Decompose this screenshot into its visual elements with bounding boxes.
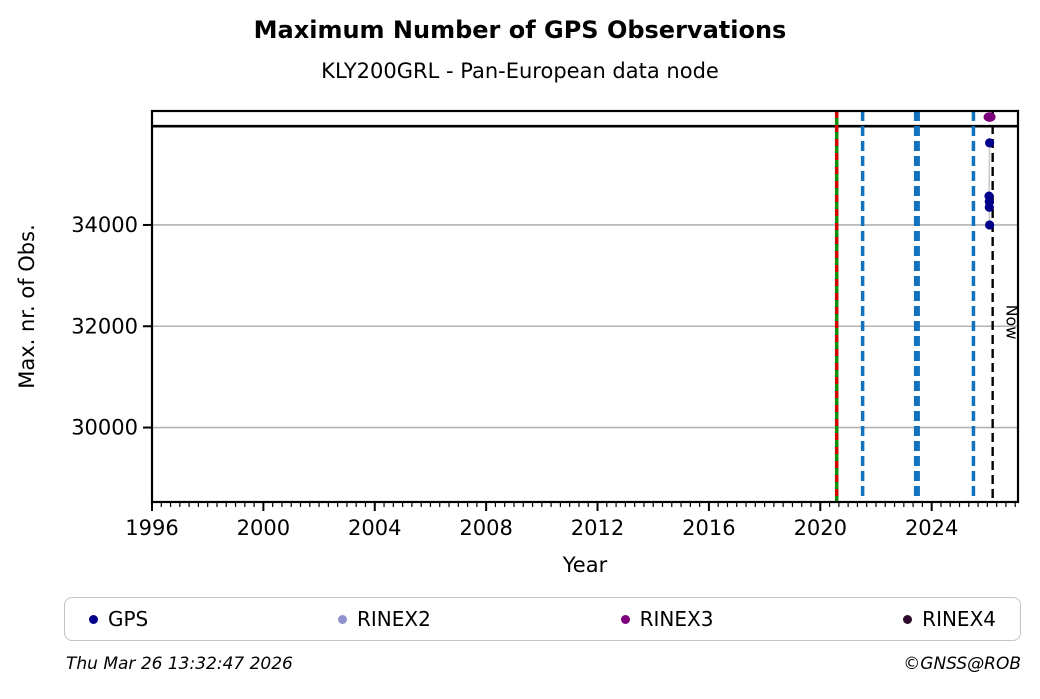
- y-tick-label: 34000: [71, 213, 138, 237]
- point-rinex3: [983, 112, 996, 122]
- legend-label: RINEX4: [922, 607, 996, 631]
- x-tick-label: 2020: [794, 516, 847, 540]
- legend-label: RINEX2: [357, 607, 431, 631]
- x-tick-label: 1996: [125, 516, 178, 540]
- point-gps: [984, 202, 994, 212]
- x-axis-label: Year: [562, 553, 608, 577]
- timestamp: Thu Mar 26 13:32:47 2026: [66, 654, 293, 674]
- x-tick-label: 2008: [459, 516, 512, 540]
- legend-dot-rinex2: [338, 614, 348, 624]
- point-gps: [984, 138, 995, 148]
- x-tick-label: 2012: [571, 516, 624, 540]
- legend-item-rinex2: RINEX2: [338, 607, 431, 631]
- credit: ©GNSS@ROB: [903, 654, 1021, 674]
- footer: Thu Mar 26 13:32:47 2026 ©GNSS@ROB: [66, 654, 1021, 674]
- x-tick-label: 2000: [237, 516, 290, 540]
- x-tick-label: 2004: [348, 516, 401, 540]
- y-axis-label: Max. nr. of Obs.: [15, 224, 39, 389]
- legend-item-rinex3: RINEX3: [620, 607, 714, 631]
- legend-item-rinex4: RINEX4: [903, 607, 996, 631]
- x-tick-label: 2024: [905, 516, 958, 540]
- axes-spines: [150, 109, 1020, 504]
- legend-dot-rinex4: [903, 614, 913, 624]
- connect-line: [988, 142, 991, 225]
- chart-subtitle: KLY200GRL - Pan-European data node: [321, 59, 719, 83]
- legend: GPS RINEX2 RINEX3 RINEX4: [64, 597, 1021, 641]
- legend-item-gps: GPS: [89, 607, 148, 631]
- y-tick-label: 30000: [71, 416, 138, 440]
- legend-label: GPS: [108, 607, 149, 631]
- legend-dot-rinex3: [620, 614, 630, 624]
- x-tick-label: 2016: [682, 516, 735, 540]
- y-tick-label: 32000: [71, 314, 138, 338]
- legend-dot-gps: [89, 614, 98, 624]
- chart-title: Maximum Number of GPS Observations: [253, 16, 787, 44]
- legend-label: RINEX3: [639, 607, 714, 631]
- point-gps: [984, 220, 995, 230]
